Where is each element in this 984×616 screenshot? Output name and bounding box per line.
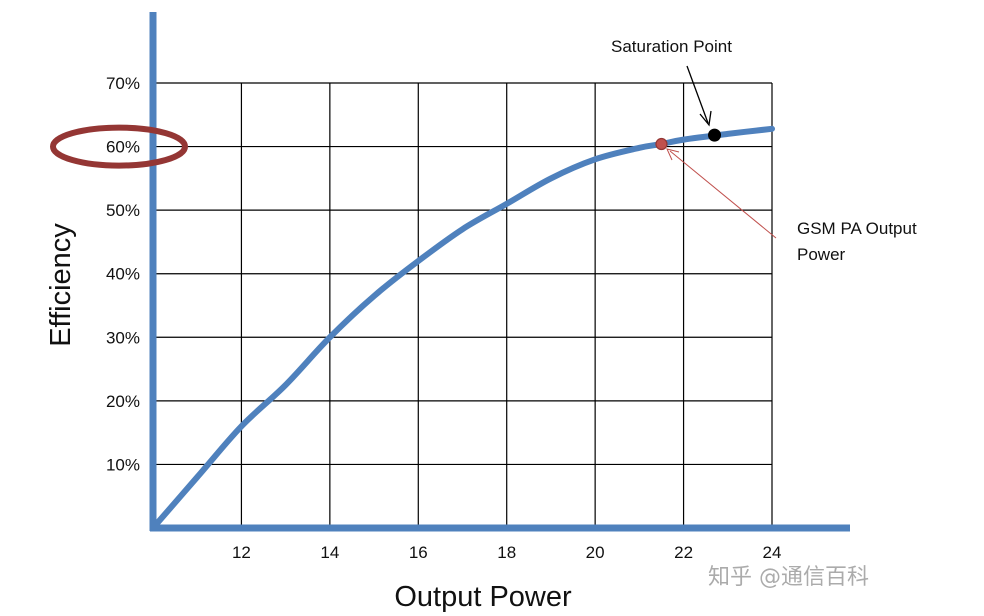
axis-layer xyxy=(149,12,850,532)
x-tick-label: 14 xyxy=(320,543,339,562)
gsm-pa-output-label-line: GSM PA Output xyxy=(797,219,917,238)
gsm-pa-output-label-line: Power xyxy=(797,245,846,264)
y-tick-label: 60% xyxy=(106,138,140,157)
y-tick-label: 70% xyxy=(106,74,140,93)
gsm-pa-output-marker xyxy=(655,137,668,151)
series-layer xyxy=(150,125,775,531)
y-tick-label: 30% xyxy=(106,328,140,347)
grid-layer xyxy=(153,82,773,528)
x-tick-label: 24 xyxy=(763,543,782,562)
y-tick-label: 40% xyxy=(106,265,140,284)
gsm-pa-output-label: GSM PA Output Power xyxy=(797,219,917,264)
gsm-arrow-line xyxy=(669,150,777,239)
y-tick-label: 50% xyxy=(106,201,140,220)
saturation-arrow-line xyxy=(686,65,709,124)
y-tick-label: 10% xyxy=(106,455,140,474)
label-layer: 10% 20% 30% 40% 50% 60% 70% 12 14 16 18 20 22 24 Outpu… xyxy=(45,74,869,613)
y-tick-label: 20% xyxy=(106,392,140,411)
annotation-layer: Saturation Point GSM PA Output Power xyxy=(50,37,917,264)
x-axis-title: Output Power xyxy=(394,581,572,613)
highlight-ellipse-60 xyxy=(50,124,188,169)
x-tick-label: 16 xyxy=(409,543,428,562)
saturation-point-marker xyxy=(708,128,722,142)
gsm-arrow-head xyxy=(666,148,680,161)
x-tick-label: 12 xyxy=(232,543,251,562)
watermark-text: 知乎 @通信百科 xyxy=(708,565,869,590)
efficiency-curve xyxy=(150,125,775,531)
x-tick-label: 20 xyxy=(586,543,605,562)
x-tick-label: 18 xyxy=(497,543,516,562)
y-axis-title: Efficiency xyxy=(45,223,77,347)
x-tick-label: 22 xyxy=(674,543,693,562)
saturation-point-label: Saturation Point xyxy=(611,37,732,56)
saturation-arrow-head xyxy=(699,110,712,127)
